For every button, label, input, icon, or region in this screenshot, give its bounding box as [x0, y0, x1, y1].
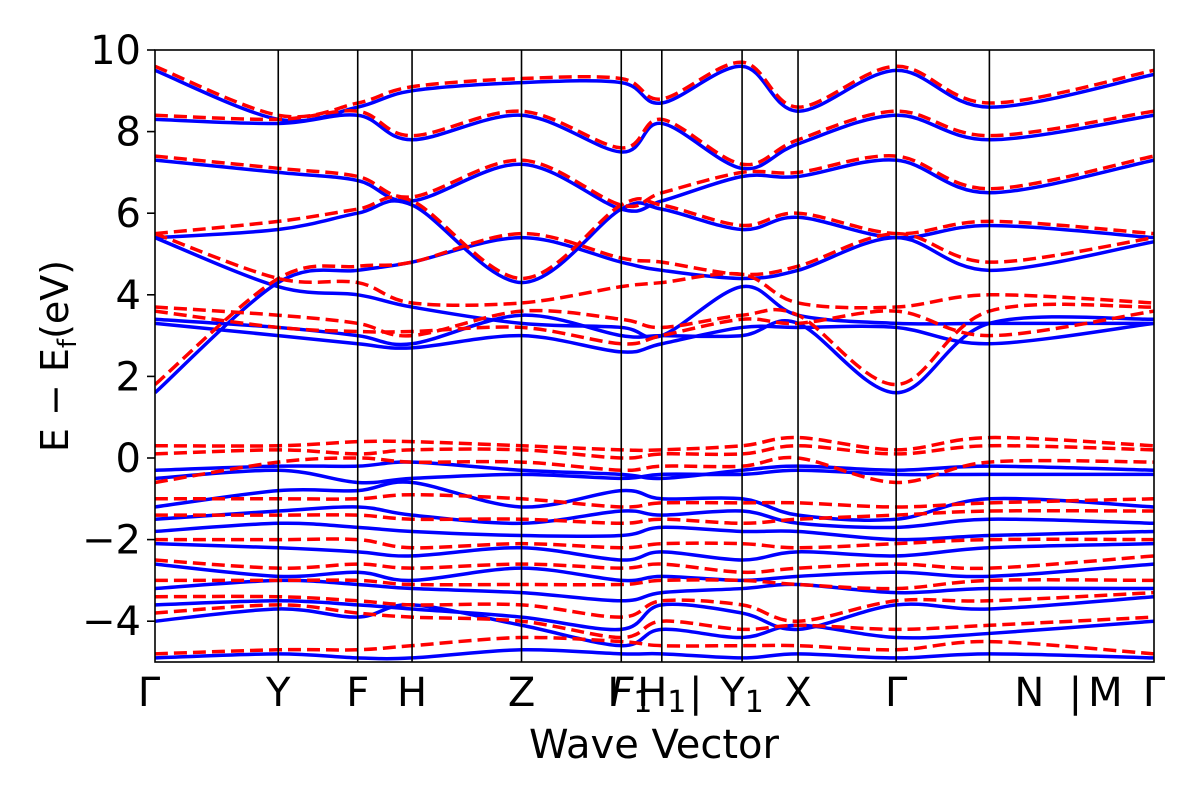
x-tick-label-3: H: [397, 670, 427, 716]
dashed-band-7: [155, 60, 1154, 119]
solid-band-0: [155, 235, 1154, 395]
dashed-band-14: [155, 554, 1154, 575]
y-tick-label-6: 8: [116, 110, 141, 156]
x-tick-label-13: |: [1069, 670, 1082, 716]
y-axis-ticks: −4 −2 0 2 4 6 8 10: [82, 28, 155, 645]
solid-band-10: [155, 480, 1154, 522]
solid-band-9: [155, 468, 1154, 485]
dashed-band-11: [155, 492, 1154, 509]
y-axis-label-unit: (eV): [33, 260, 77, 339]
y-tick-label-7: 10: [90, 28, 141, 74]
x-tick-subscript-6: 1: [633, 685, 652, 720]
solid-band-1: [155, 236, 1154, 340]
kpoint-divider-lines: [277, 50, 991, 662]
plot-frame: [154, 49, 1155, 663]
dashed-band-12: [155, 508, 1154, 526]
x-axis-ticks: Γ Y F H Z IF1 |H1 Y1 X Γ N | M Γ: [138, 670, 1166, 720]
solid-band-15: [155, 578, 1154, 603]
band-lines: [155, 60, 1154, 661]
solid-band-12: [155, 521, 1154, 542]
dashed-band-3: [155, 309, 1154, 346]
dashed-band-1: [155, 231, 1154, 310]
y-tick-label-3: 2: [116, 354, 141, 400]
x-tick-label-2: F: [346, 670, 369, 716]
y-axis-label-main: E − E: [33, 348, 77, 452]
dashed-band-0: [155, 231, 1154, 386]
solid-band-14: [155, 562, 1154, 583]
x-tick-subscript-9: 1: [745, 685, 764, 720]
y-tick-label-1: −2: [82, 518, 141, 564]
dashed-band-9: [155, 443, 1154, 460]
x-axis-label: Wave Vector: [529, 722, 780, 768]
x-tick-label-10: X: [784, 670, 811, 716]
dashed-band-16: [155, 590, 1154, 623]
x-tick-label-11: Γ: [885, 670, 908, 716]
dashed-band-13: [155, 537, 1154, 550]
solid-band-13: [155, 541, 1154, 562]
dashed-band-5: [155, 154, 1154, 209]
x-tick-label-8: H1: [637, 670, 686, 720]
dashed-band-15: [155, 578, 1154, 591]
x-tick-label-14: M: [1088, 670, 1123, 716]
y-axis-label-sub: f: [53, 338, 83, 348]
dashed-band-2: [155, 302, 1154, 387]
solid-band-17: [155, 603, 1154, 648]
y-tick-label-5: 6: [116, 191, 141, 237]
solid-band-16: [155, 594, 1154, 632]
solid-band-11: [155, 505, 1154, 530]
solid-band-5: [155, 158, 1154, 213]
solid-band-3: [155, 321, 1154, 354]
dashed-band-8: [155, 435, 1154, 453]
dashed-band-4: [155, 195, 1154, 281]
solid-band-7: [155, 64, 1154, 123]
x-tick-label-6: F1: [610, 670, 652, 720]
y-axis-label: E − Ef(eV): [33, 260, 83, 452]
dashed-band-18: [155, 635, 1154, 656]
dashed-band-10: [155, 455, 1154, 485]
x-tick-label-0: Γ: [138, 670, 161, 716]
solid-band-4: [155, 199, 1154, 285]
y-tick-label-0: −4: [82, 599, 141, 645]
x-tick-label-12: N: [1014, 670, 1044, 716]
dashed-band-6: [155, 108, 1154, 167]
x-tick-label-1: Y: [265, 670, 291, 716]
solid-band-18: [155, 647, 1154, 661]
solid-band-6: [155, 113, 1154, 171]
y-tick-label-4: 4: [116, 273, 141, 319]
x-tick-label-15: Γ: [1143, 670, 1166, 716]
x-tick-label-5: I: [607, 670, 619, 716]
x-tick-label-4: Z: [508, 670, 535, 716]
x-tick-subscript-8: 1: [667, 685, 686, 720]
solid-band-2: [155, 313, 1154, 395]
x-tick-label-7: |: [689, 670, 702, 716]
y-tick-label-2: 0: [116, 436, 141, 482]
dashed-band-17: [155, 603, 1154, 640]
x-tick-label-9: Y1: [719, 670, 764, 720]
